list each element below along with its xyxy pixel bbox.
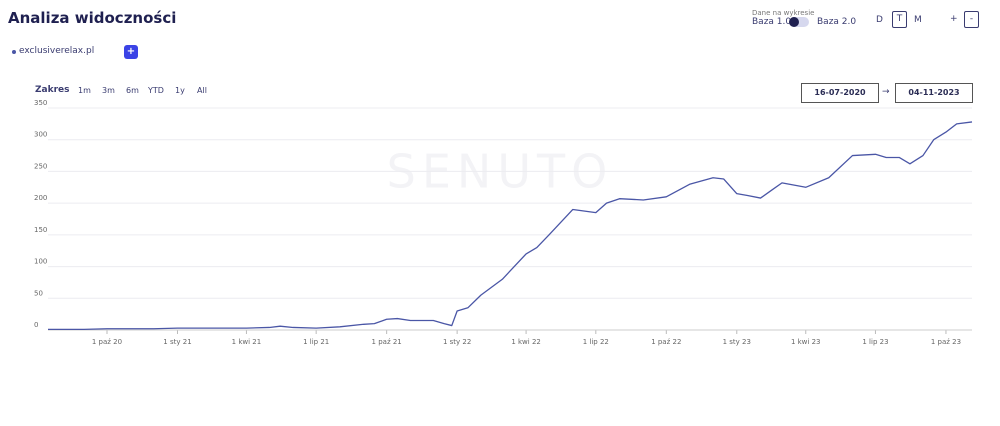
toggle[interactable]	[789, 17, 809, 27]
legend-entry[interactable]: exclusiverelax.pl	[19, 46, 95, 56]
y-tick-label: 100	[34, 258, 47, 266]
x-tick-label: 1 lip 23	[862, 338, 888, 346]
page-title: Analiza widoczności	[8, 9, 177, 27]
range-option[interactable]: All	[197, 86, 207, 95]
add-button[interactable]: +	[124, 45, 138, 59]
y-tick-label: 150	[34, 226, 47, 234]
y-tick-label: 350	[34, 99, 47, 107]
y-tick-label: 250	[34, 162, 47, 170]
zoom-out[interactable]: -	[964, 11, 979, 28]
y-tick-label: 50	[34, 289, 43, 297]
range-option[interactable]: 6m	[126, 86, 139, 95]
x-tick-label: 1 paź 21	[372, 338, 402, 346]
granularity-option[interactable]: T	[892, 11, 907, 28]
series-line	[48, 121, 973, 331]
base-option[interactable]: Baza 1.0	[752, 17, 792, 27]
x-tick-label: 1 sty 21	[163, 338, 191, 346]
range-option[interactable]: 3m	[102, 86, 115, 95]
range-option[interactable]: 1y	[175, 86, 185, 95]
range-option[interactable]: 1m	[78, 86, 91, 95]
range-option[interactable]: YTD	[148, 86, 164, 95]
range-label: Zakres	[35, 85, 70, 95]
y-tick-label: 0	[34, 321, 38, 329]
x-tick-label: 1 kwi 23	[791, 338, 821, 346]
x-tick-label: 1 paź 20	[92, 338, 122, 346]
x-tick-label: 1 lip 21	[303, 338, 329, 346]
toggle-knob	[789, 17, 799, 27]
x-tick-label: 1 kwi 21	[232, 338, 262, 346]
x-tick-label: 1 kwi 22	[511, 338, 541, 346]
granularity-option[interactable]: D	[876, 15, 883, 25]
x-tick-label: 1 paź 22	[651, 338, 681, 346]
data-label: Dane na wykresie	[752, 9, 815, 17]
date-to[interactable]: 04-11-2023	[895, 83, 973, 103]
granularity-option[interactable]: M	[914, 15, 922, 25]
y-tick-label: 200	[34, 194, 47, 202]
base-option[interactable]: Baza 2.0	[817, 17, 857, 27]
date-arrow: →	[882, 87, 890, 97]
legend-dot	[12, 50, 16, 54]
x-tick-label: 1 sty 22	[443, 338, 471, 346]
x-tick-label: 1 paź 23	[931, 338, 961, 346]
x-tick-label: 1 lip 22	[583, 338, 609, 346]
x-tick-label: 1 sty 23	[723, 338, 751, 346]
y-tick-label: 300	[34, 131, 47, 139]
date-from[interactable]: 16-07-2020	[801, 83, 879, 103]
zoom-in[interactable]: +	[950, 14, 958, 24]
